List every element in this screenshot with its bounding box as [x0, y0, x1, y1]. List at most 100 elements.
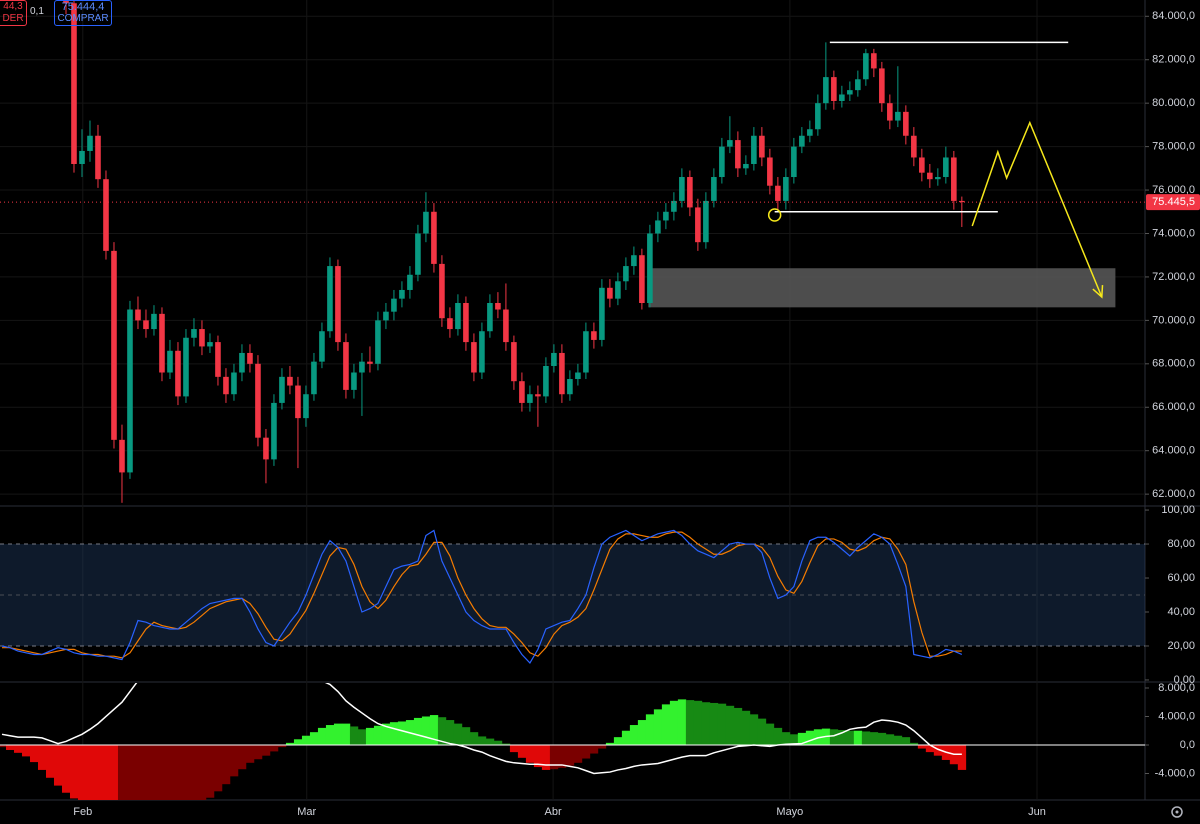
- candle-body: [127, 309, 133, 473]
- histogram-bar: [213, 744, 223, 792]
- histogram-bar: [781, 732, 791, 745]
- candle-body: [495, 303, 501, 310]
- y-tick-label: 8.000,0: [1158, 682, 1195, 694]
- candle-body: [311, 361, 317, 395]
- histogram-bar: [69, 744, 79, 799]
- histogram-bar: [109, 744, 119, 800]
- candle-body: [927, 172, 933, 180]
- y-tick-label: 0,0: [1180, 739, 1195, 751]
- histogram-bar: [461, 727, 471, 745]
- sell-text[interactable]: DER: [2, 13, 24, 24]
- candle-body: [151, 313, 157, 330]
- candle-body: [263, 437, 269, 460]
- histogram-bar: [85, 744, 95, 800]
- histogram-bar: [517, 744, 527, 758]
- last-price-box: [1146, 194, 1200, 211]
- signal-line: [1, 683, 962, 775]
- gear[interactable]: [1171, 806, 1183, 818]
- candle-body: [591, 331, 597, 340]
- candle-body: [471, 342, 477, 373]
- histogram-bar: [661, 704, 671, 745]
- histogram-bar: [765, 723, 775, 745]
- candle-body: [855, 79, 861, 91]
- candle-body: [167, 350, 173, 373]
- histogram-bar: [157, 744, 167, 800]
- candle-body: [735, 140, 741, 169]
- candle-body: [79, 150, 85, 164]
- histogram-bar: [797, 732, 807, 745]
- y-tick-label: 20,00: [1167, 640, 1195, 652]
- candle-body: [543, 365, 549, 397]
- candle-body: [631, 255, 637, 267]
- candle-body: [191, 329, 197, 338]
- candle-body: [919, 157, 925, 173]
- histogram-bar: [645, 714, 655, 745]
- candle-body: [759, 135, 765, 158]
- momentum: [0, 683, 1145, 800]
- candle-body: [767, 157, 773, 186]
- y-tick-label: 72.000,0: [1152, 271, 1195, 283]
- sell-price[interactable]: 44,3: [3, 1, 23, 12]
- candle-body: [431, 211, 437, 264]
- candle-body: [439, 263, 445, 319]
- x-tick-label: Jun: [1028, 806, 1046, 818]
- candle-body: [887, 103, 893, 121]
- y-tick-label: 0,00: [1174, 674, 1195, 686]
- histogram-bar: [957, 744, 967, 770]
- histogram-bar: [189, 744, 199, 800]
- histogram-bar: [77, 744, 87, 800]
- candle-body: [663, 211, 669, 221]
- buy-button[interactable]: 75.444,4 COMPRAR: [54, 0, 112, 26]
- histogram-bar: [373, 725, 383, 745]
- y-tick-label: 40,00: [1167, 606, 1195, 618]
- candle-body: [831, 77, 837, 101]
- candle-body: [407, 274, 413, 290]
- candle-body: [63, 0, 69, 4]
- histogram-bar: [133, 744, 143, 800]
- sell-button[interactable]: 44,3 DER: [0, 0, 27, 26]
- candles: [63, 0, 1116, 503]
- candle-body: [679, 177, 685, 201]
- histogram-bar: [613, 737, 623, 745]
- candle-body: [895, 111, 901, 121]
- histogram-bar: [173, 744, 183, 800]
- candle-body: [247, 352, 253, 364]
- candle-body: [943, 157, 949, 178]
- histogram-bar: [181, 744, 191, 800]
- candle-body: [519, 381, 525, 403]
- histogram-bar: [885, 734, 895, 745]
- candle-body: [343, 342, 349, 390]
- histogram-bar: [685, 700, 695, 745]
- histogram-bar: [749, 714, 759, 745]
- buy-price[interactable]: 75.444,4: [61, 1, 105, 13]
- gear-center[interactable]: [1175, 810, 1179, 814]
- histogram-bar: [117, 744, 127, 800]
- candle-body: [255, 363, 261, 438]
- histogram-bar: [29, 744, 39, 763]
- y-tick-label: 62.000,0: [1152, 488, 1195, 500]
- candle-body: [295, 385, 301, 419]
- buy-text[interactable]: COMPRAR: [57, 13, 109, 24]
- histogram-bar: [837, 730, 847, 745]
- candle-body: [935, 177, 941, 180]
- candle-body: [695, 207, 701, 243]
- histogram-bar: [389, 722, 399, 745]
- histogram-bar: [917, 744, 927, 749]
- candle-body: [791, 146, 797, 178]
- candle-body: [503, 309, 509, 343]
- stochastic-line: [1, 531, 962, 659]
- candle-body: [103, 179, 109, 251]
- histogram-bar: [477, 736, 487, 745]
- histogram-bar: [445, 720, 455, 745]
- candle-body: [375, 320, 381, 364]
- histogram-bar: [357, 729, 367, 745]
- candle-body: [423, 211, 429, 234]
- histogram-bar: [805, 730, 815, 745]
- settings-icon[interactable]: [1171, 806, 1183, 818]
- zone: [648, 268, 1116, 308]
- histogram-bar: [725, 705, 735, 745]
- histogram-bar: [909, 742, 919, 745]
- y-tick-label: 64.000,0: [1152, 445, 1195, 457]
- histogram-bar: [37, 744, 47, 770]
